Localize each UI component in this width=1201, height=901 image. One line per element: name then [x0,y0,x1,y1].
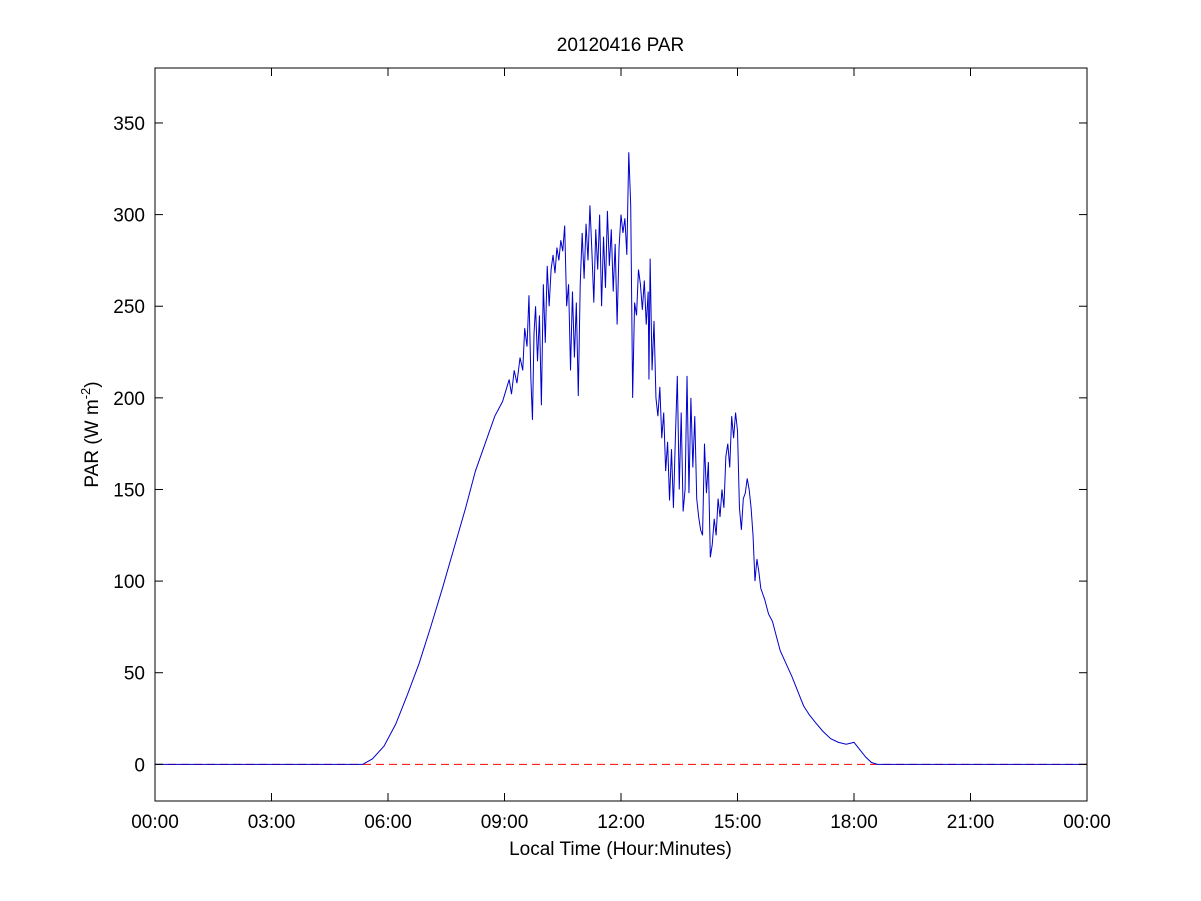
x-tick-label: 18:00 [830,812,878,833]
y-tick-label: 300 [113,206,145,227]
x-axis-label: Local Time (Hour:Minutes) [509,839,732,860]
x-tick-label: 21:00 [947,812,995,833]
y-tick-label: 100 [113,572,145,593]
plot-area [155,152,1087,765]
y-tick-label: 250 [113,297,145,318]
par-series-line [155,152,1087,765]
y-tick-label: 50 [124,664,145,685]
y-tick-label: 150 [113,480,145,501]
y-tick-label: 0 [134,755,145,776]
x-tick-label: 03:00 [248,812,296,833]
y-axis-label-main: PAR (W m [82,399,103,487]
x-tick-label: 00:00 [1063,812,1111,833]
y-axis: 0 50 100 150 200 250 300 350 [113,114,1087,776]
y-tick-label: 200 [113,389,145,410]
y-tick-label: 350 [113,114,145,135]
chart-title: 20120416 PAR [557,35,684,56]
x-tick-label: 09:00 [481,812,529,833]
x-tick-label: 12:00 [597,812,645,833]
y-axis-label-superscript: -2 [78,388,93,400]
y-axis-label: PAR (W m-2) [78,381,103,487]
y-axis-label-close: ) [82,381,103,387]
x-tick-label: 15:00 [714,812,762,833]
x-axis: 00:00 03:00 06:00 09:00 12:00 15:00 18:00 21:00… [131,68,1111,833]
x-tick-label: 06:00 [364,812,412,833]
x-tick-label: 00:00 [131,812,179,833]
